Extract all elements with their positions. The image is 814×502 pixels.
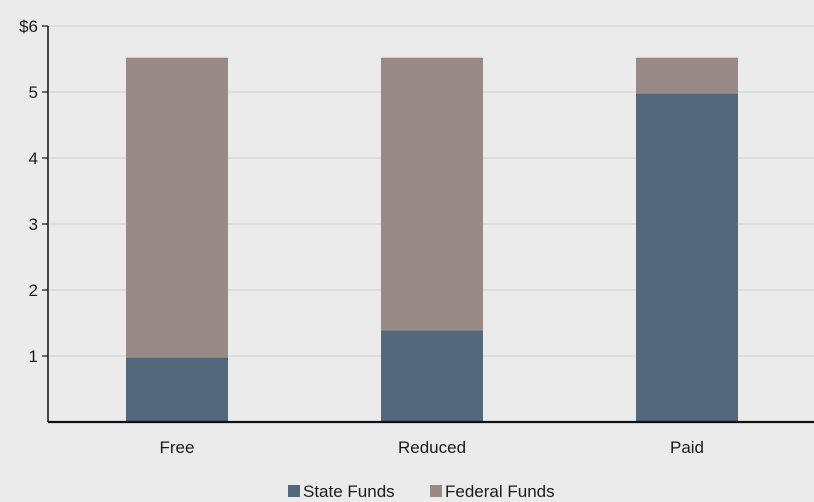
bar-segment-free-federal-funds — [126, 57, 228, 358]
x-tick-labels: Free Reduced Paid — [160, 438, 705, 457]
axes — [47, 26, 814, 424]
y-tick-label: 1 — [29, 347, 38, 366]
bars — [126, 57, 738, 422]
legend-label-state-funds: State Funds — [303, 482, 395, 501]
x-tick-label-reduced: Reduced — [398, 438, 466, 457]
y-tick-label: 4 — [29, 149, 38, 168]
x-tick-label-free: Free — [160, 438, 195, 457]
x-tick-label-paid: Paid — [670, 438, 704, 457]
legend-label-federal-funds: Federal Funds — [445, 482, 555, 501]
y-tick-label: 2 — [29, 281, 38, 300]
legend: State Funds Federal Funds — [288, 482, 555, 501]
bar-segment-reduced-state-funds — [381, 330, 483, 422]
bar-segment-reduced-federal-funds — [381, 57, 483, 331]
bar-segment-paid-state-funds — [636, 93, 738, 422]
y-tick-label: 3 — [29, 215, 38, 234]
y-tick-label: $6 — [19, 17, 38, 36]
bar-segment-paid-federal-funds — [636, 57, 738, 94]
y-tick-label: 5 — [29, 83, 38, 102]
bar-segment-free-state-funds — [126, 357, 228, 422]
y-tick-labels: 1 2 3 4 5 $6 — [19, 17, 38, 366]
legend-swatch-federal-funds — [430, 485, 442, 497]
legend-swatch-state-funds — [288, 485, 300, 497]
